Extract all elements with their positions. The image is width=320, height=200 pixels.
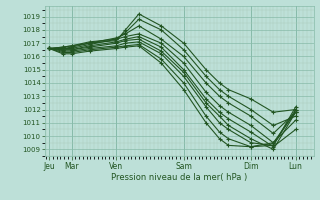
X-axis label: Pression niveau de la mer( hPa ): Pression niveau de la mer( hPa ) xyxy=(111,173,247,182)
